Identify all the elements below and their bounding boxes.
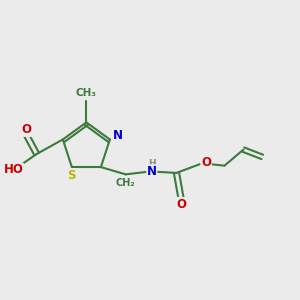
- Text: O: O: [176, 197, 186, 211]
- Text: N: N: [113, 130, 123, 142]
- Text: CH₂: CH₂: [116, 178, 135, 188]
- Text: CH₃: CH₃: [76, 88, 97, 98]
- Text: HO: HO: [4, 164, 23, 176]
- Text: N: N: [147, 165, 157, 178]
- Text: O: O: [22, 123, 32, 136]
- Text: H: H: [148, 159, 156, 168]
- Text: O: O: [201, 156, 211, 169]
- Text: S: S: [68, 169, 76, 182]
